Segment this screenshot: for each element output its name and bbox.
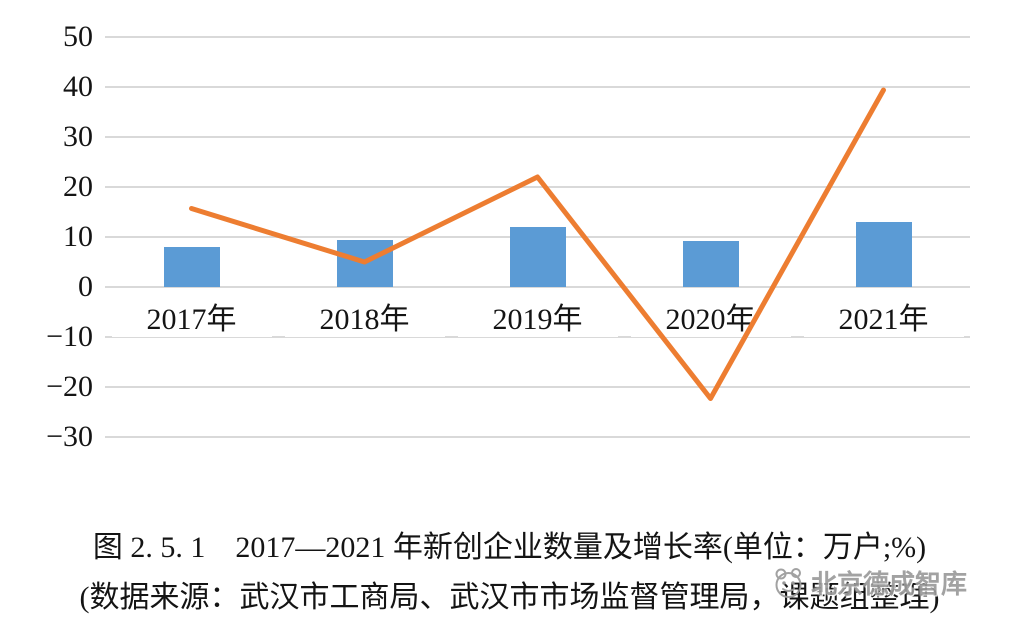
figure-caption: 图 2. 5. 1 2017—2021 年新创企业数量及增长率(单位：万户;%): [92, 531, 927, 564]
y-axis-tick-label: 20: [63, 170, 93, 203]
growth-rate-line: [189, 87, 886, 401]
x-axis-tick-label: 2019年: [457, 303, 618, 337]
bar-2019年: [509, 226, 566, 287]
gridline: [105, 436, 970, 438]
bar-2020年: [682, 241, 739, 287]
y-axis-tick-label: 40: [63, 70, 93, 103]
bar-2017年: [163, 247, 220, 287]
y-axis-tick-label: 0: [78, 270, 93, 303]
y-axis-tick-label: 50: [63, 20, 93, 53]
gridline: [105, 36, 970, 38]
bar-2021年: [855, 222, 912, 287]
y-axis-tick-label: 10: [63, 220, 93, 253]
data-source-note: (数据来源：武汉市工商局、武汉市市场监督管理局，课题组整理): [79, 581, 940, 614]
watermark-text: 北京德成智库: [810, 569, 967, 599]
gridline: [105, 286, 970, 288]
gridline: [105, 136, 970, 138]
gridline: [105, 386, 970, 388]
gridline: [105, 186, 970, 188]
y-axis-tick-label: −10: [46, 320, 93, 353]
x-axis-tick-label: 2020年: [630, 303, 791, 337]
y-axis-tick-label: 30: [63, 120, 93, 153]
panda-face-logo-icon: [772, 566, 806, 600]
chart-legend: 新创企业数量（万户） 增长率（%）: [0, 476, 1019, 516]
gridline: [105, 336, 970, 338]
watermark: 北京德成智库: [772, 564, 967, 601]
gridline: [105, 86, 970, 88]
y-axis-tick-label: −30: [46, 420, 93, 453]
y-axis-tick-label: −20: [46, 370, 93, 403]
x-axis-tick-label: 2017年: [111, 303, 272, 337]
x-axis-tick-label: 2021年: [803, 303, 964, 337]
x-axis-tick-label: 2018年: [284, 303, 445, 337]
